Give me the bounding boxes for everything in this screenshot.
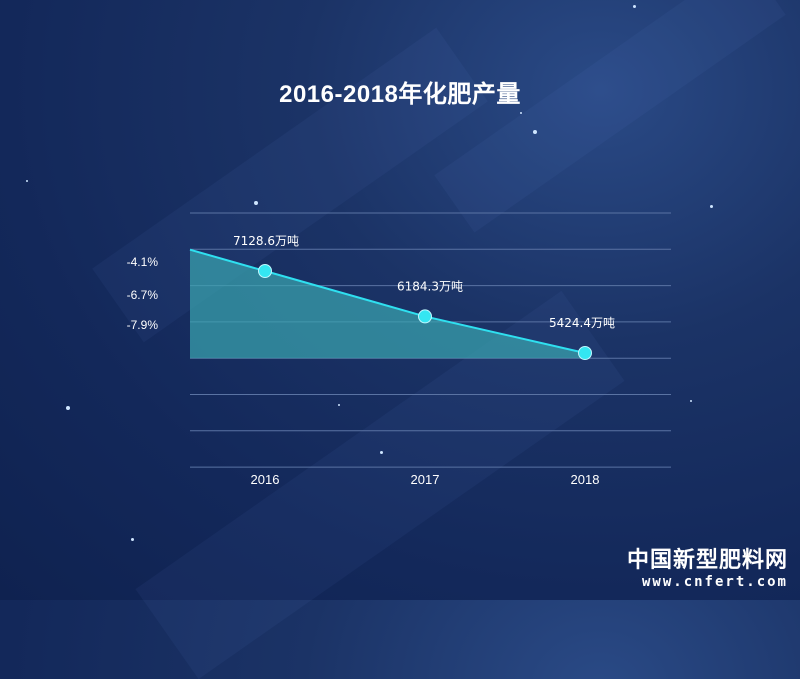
background-star (380, 451, 383, 454)
area-chart: -4.1% -6.7% -7.9% 7128.6万吨 6184.3万吨 5424.4万吨… (127, 212, 671, 487)
x-tick-label: 2016 (251, 472, 280, 487)
background-star (520, 112, 522, 114)
area-series (189, 248, 592, 360)
series-line (189, 248, 586, 354)
x-axis-ticks: 2016 2017 2018 (251, 472, 600, 487)
background-star (710, 205, 713, 208)
background-star (338, 404, 340, 406)
background-star (254, 201, 258, 205)
data-label: 5424.4万吨 (549, 316, 615, 330)
data-point (258, 264, 272, 278)
data-point (418, 309, 432, 324)
growth-label: -4.1% (127, 255, 159, 269)
chart-title: 2016-2018年化肥产量 (279, 81, 521, 108)
background-star (533, 130, 537, 134)
background-star (26, 180, 28, 182)
data-labels: 7128.6万吨 6184.3万吨 5424.4万吨 (233, 234, 615, 330)
data-label: 7128.6万吨 (233, 234, 299, 248)
watermark-name: 中国新型肥料网 (626, 548, 788, 573)
watermark-url: www.cnfert.com (641, 574, 788, 590)
background-star (66, 406, 70, 410)
x-tick-label: 2018 (571, 472, 600, 487)
watermark: 中国新型肥料网 www.cnfert.com (627, 542, 788, 590)
data-label: 6184.3万吨 (397, 279, 463, 293)
background-star (131, 538, 134, 541)
x-tick-label: 2017 (411, 472, 440, 487)
growth-label: -6.7% (127, 288, 159, 302)
background-star (690, 400, 692, 402)
data-point (578, 346, 592, 360)
growth-labels: -4.1% -6.7% -7.9% (127, 255, 159, 332)
background-star (633, 5, 636, 8)
growth-label: -7.9% (127, 318, 159, 332)
